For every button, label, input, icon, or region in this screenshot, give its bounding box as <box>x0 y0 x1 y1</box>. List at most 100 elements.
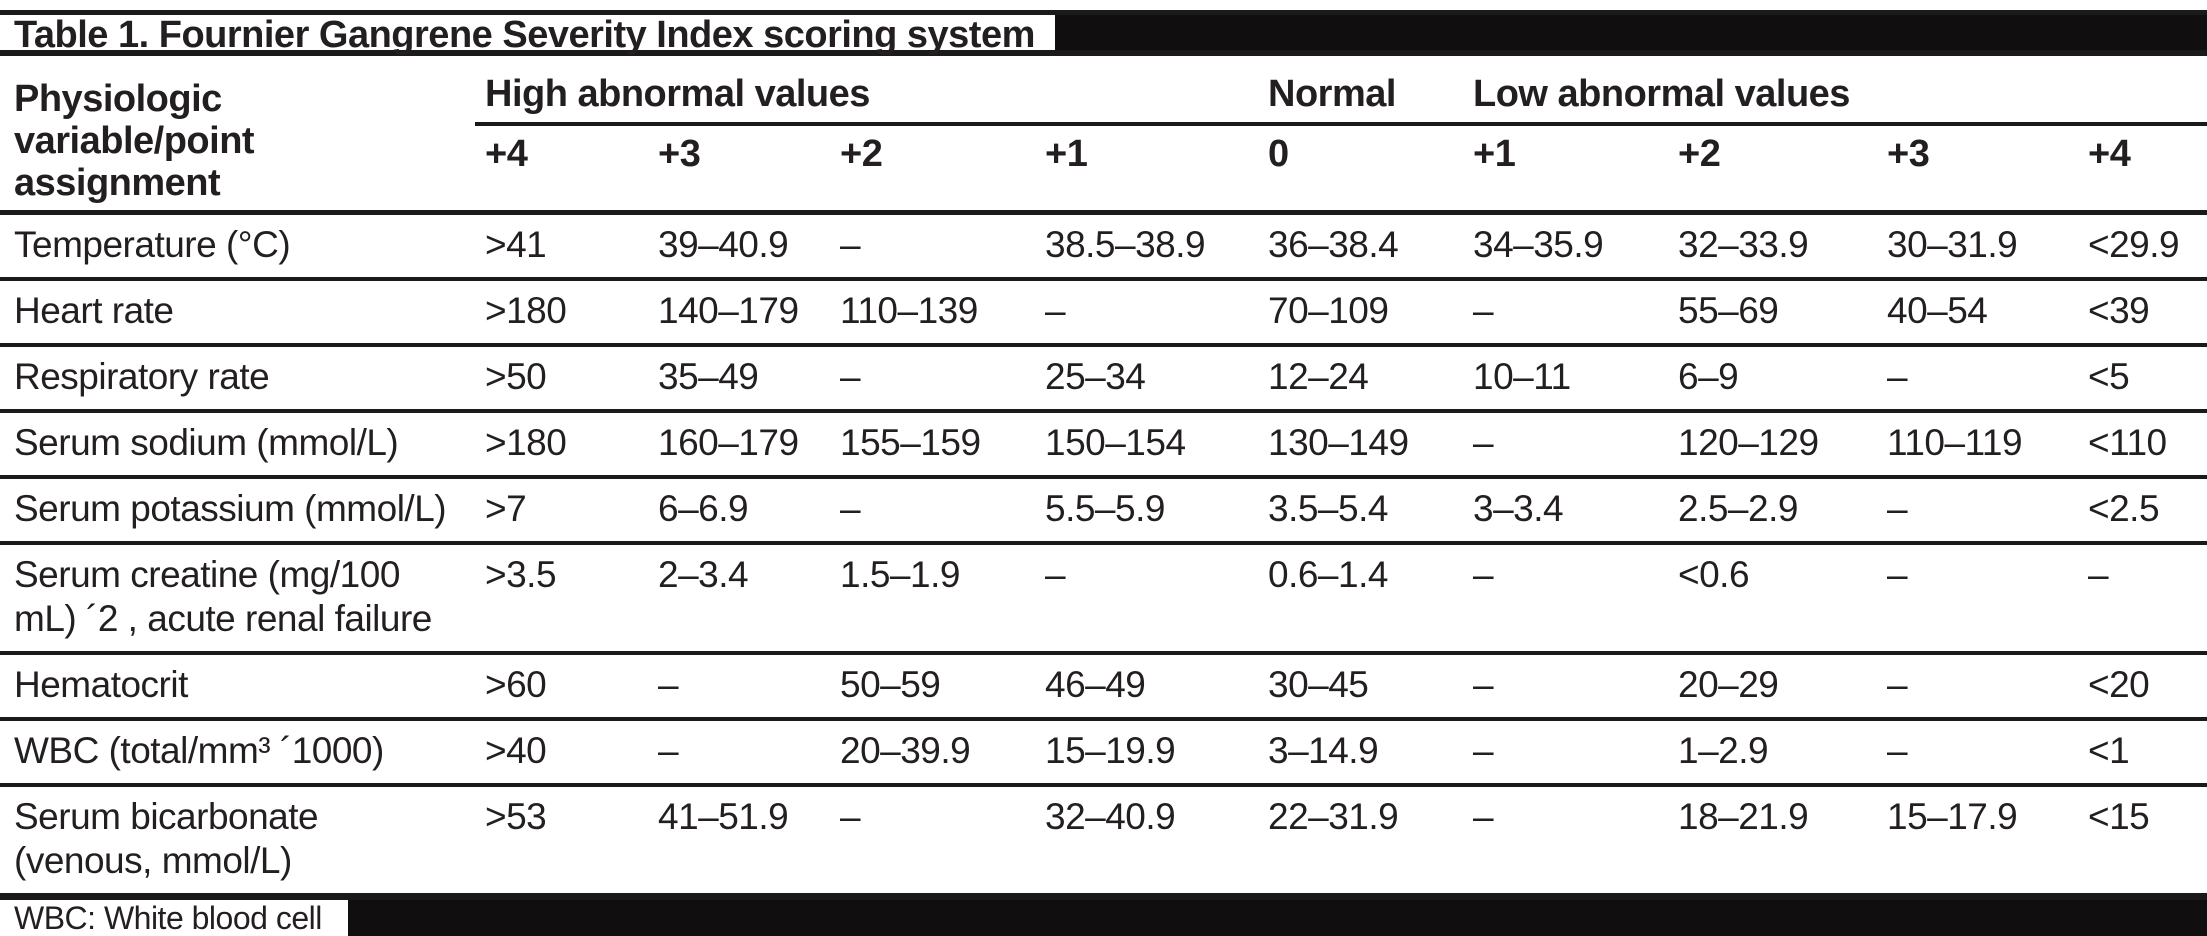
value-cell: – <box>658 730 679 771</box>
value-cell: 32–33.9 <box>1678 224 1809 265</box>
subheader-cell: +4 <box>2088 133 2131 175</box>
value-cell: 140–179 <box>658 290 799 331</box>
value-cell: 15–19.9 <box>1045 730 1176 771</box>
table-row: Serum bicarbonate (venous, mmol/L) >53 41–… <box>0 787 2207 900</box>
value-cell: 22–31.9 <box>1268 796 1399 837</box>
value-cell: <1 <box>2088 730 2130 771</box>
value-cell: 20–29 <box>1678 664 1779 705</box>
group-header-high-abnormal: High abnormal values <box>485 73 870 115</box>
value-cell: 6–6.9 <box>658 488 749 529</box>
value-cell: >53 <box>485 796 547 837</box>
value-cell: <2.5 <box>2088 488 2160 529</box>
value-cell: 36–38.4 <box>1268 224 1399 265</box>
value-cell: 70–109 <box>1268 290 1389 331</box>
value-cell: – <box>1045 290 1066 331</box>
value-cell: >41 <box>485 224 547 265</box>
value-cell: <110 <box>2088 422 2167 463</box>
subheader-cell: +1 <box>1473 133 1516 175</box>
value-cell: 40–54 <box>1887 290 1988 331</box>
value-cell: >180 <box>485 290 567 331</box>
value-cell: >40 <box>485 730 547 771</box>
value-cell: <39 <box>2088 290 2150 331</box>
group-header-normal: Normal <box>1268 73 1396 115</box>
subheader-row: +4 +3 +2 +1 0 +1 +2 +3 +4 <box>475 126 2207 180</box>
table-title: Table 1. Fournier Gangrene Severity Inde… <box>0 15 1055 55</box>
value-cell: – <box>1887 356 1908 397</box>
group-header-low-abnormal: Low abnormal values <box>1473 73 1850 115</box>
value-cell: 130–149 <box>1268 422 1409 463</box>
value-cell: 3.5–5.4 <box>1268 488 1388 529</box>
value-cell: – <box>1887 488 1908 529</box>
table-row: Respiratory rate >50 35–49 – 25–34 12–24 10–11… <box>0 347 2207 413</box>
value-cell: – <box>1887 730 1908 771</box>
value-cell: 32–40.9 <box>1045 796 1176 837</box>
value-cell: – <box>840 796 861 837</box>
table-row: Serum sodium (mmol/L) >180 160–179 155–159 1… <box>0 413 2207 479</box>
variable-cell: Serum sodium (mmol/L) <box>14 422 399 463</box>
subheader-cell: +3 <box>1887 133 1930 175</box>
value-cell: – <box>840 224 861 265</box>
value-cell: 1.5–1.9 <box>840 554 960 595</box>
value-cell: >7 <box>485 488 527 529</box>
value-cell: 120–129 <box>1678 422 1819 463</box>
variable-cell: Temperature (°C) <box>14 224 291 265</box>
value-cell: – <box>1473 664 1494 705</box>
table-body: Temperature (°C) >41 39–40.9 – 38.5–38.9 36–3… <box>0 215 2207 900</box>
subheader-cell: 0 <box>1268 133 1289 175</box>
value-cell: >50 <box>485 356 547 397</box>
value-cell: 2–3.4 <box>658 554 749 595</box>
value-cell: <20 <box>2088 664 2150 705</box>
table-row: Serum potassium (mmol/L) >7 6–6.9 – 5.5–5.9 3… <box>0 479 2207 545</box>
value-cell: 20–39.9 <box>840 730 971 771</box>
variable-cell: Respiratory rate <box>14 356 270 397</box>
value-cell: 6–9 <box>1678 356 1739 397</box>
value-cell: 41–51.9 <box>658 796 789 837</box>
value-cell: – <box>1473 422 1494 463</box>
subheader-cell: +2 <box>1678 133 1721 175</box>
subheader-cell: +1 <box>1045 133 1088 175</box>
value-cell: – <box>1473 730 1494 771</box>
value-cell: 3–14.9 <box>1268 730 1379 771</box>
score-columns-header: High abnormal values Normal Low abnormal… <box>475 56 2207 210</box>
value-cell: 18–21.9 <box>1678 796 1809 837</box>
value-cell: >60 <box>485 664 547 705</box>
value-cell: <5 <box>2088 356 2130 397</box>
value-cell: 35–49 <box>658 356 759 397</box>
table-title-row: Table 1. Fournier Gangrene Severity Inde… <box>0 15 2207 56</box>
value-cell: 110–119 <box>1887 422 2023 463</box>
value-cell: 0.6–1.4 <box>1268 554 1388 595</box>
value-cell: 160–179 <box>658 422 799 463</box>
value-cell: – <box>840 488 861 529</box>
value-cell: – <box>2088 554 2109 595</box>
value-cell: – <box>1887 664 1908 705</box>
value-cell: 1–2.9 <box>1678 730 1769 771</box>
value-cell: 55–69 <box>1678 290 1779 331</box>
footnote: WBC: White blood cell <box>0 900 348 936</box>
value-cell: – <box>1473 554 1494 595</box>
value-cell: 12–24 <box>1268 356 1369 397</box>
value-cell: – <box>1887 554 1908 595</box>
value-cell: 39–40.9 <box>658 224 789 265</box>
value-cell: 5.5–5.9 <box>1045 488 1165 529</box>
table-header: Physiologic variable/point assignment Hi… <box>0 56 2207 215</box>
value-cell: – <box>1473 796 1494 837</box>
value-cell: 46–49 <box>1045 664 1146 705</box>
variable-cell: Serum creatine (mg/100 mL) ´2 , acute re… <box>14 554 432 639</box>
value-cell: >180 <box>485 422 567 463</box>
value-cell: 25–34 <box>1045 356 1146 397</box>
variable-cell: Heart rate <box>14 290 174 331</box>
value-cell: >3.5 <box>485 554 557 595</box>
subheader-cell: +2 <box>840 133 883 175</box>
value-cell: 155–159 <box>840 422 981 463</box>
table-row: Hematocrit >60 – 50–59 46–49 30–45 – 20–29 – <20 <box>0 655 2207 721</box>
value-cell: 30–31.9 <box>1887 224 2018 265</box>
top-rule <box>0 10 2207 15</box>
footer-bar-fill <box>347 900 2207 936</box>
variable-cell: WBC (total/mm³ ´1000) <box>14 730 384 771</box>
group-header-row: High abnormal values Normal Low abnormal… <box>475 56 2207 126</box>
value-cell: 110–139 <box>840 290 978 331</box>
table-footer-row: WBC: White blood cell <box>0 900 2207 936</box>
variable-cell: Hematocrit <box>14 664 188 705</box>
value-cell: 34–35.9 <box>1473 224 1604 265</box>
